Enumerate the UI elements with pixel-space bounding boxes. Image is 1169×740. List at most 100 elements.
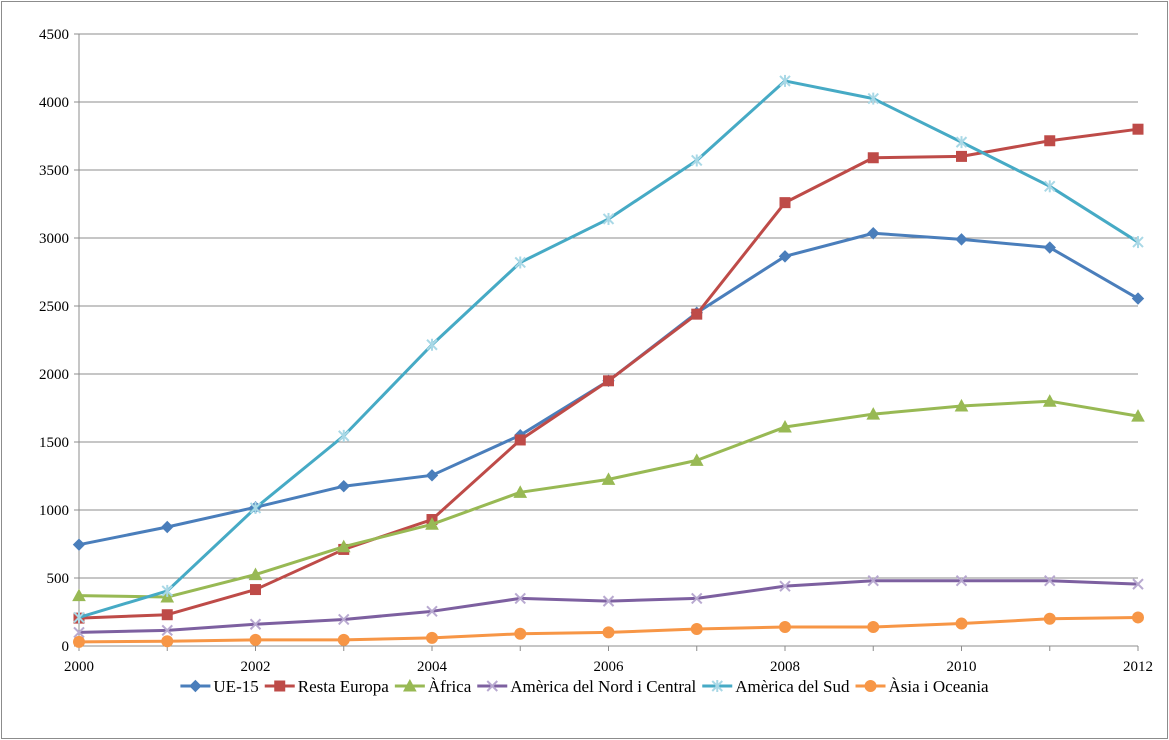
legend-marker [403,678,417,692]
y-tick-label: 0 [62,639,70,655]
data-point [1044,135,1056,147]
y-tick-label: 500 [47,571,70,587]
x-tick-label: 2000 [64,659,94,675]
data-point [601,472,616,485]
y-tick-label: 4500 [39,27,69,43]
series-line [78,399,1139,599]
legend-item: Àfrica [394,677,472,696]
data-point [425,517,439,530]
data-point [161,584,173,597]
legend-label: Resta Europa [298,677,390,696]
data-point [1131,292,1145,305]
legend-marker [864,680,877,692]
data-point [602,626,615,639]
series-0 [72,227,1145,551]
data-point [867,227,880,240]
y-tick-label: 4000 [39,95,69,111]
series-3 [73,575,1144,639]
series-line [78,79,1139,619]
data-point [778,250,792,263]
data-point [867,92,879,105]
x-tick-label: 2006 [594,659,625,675]
data-point [689,453,704,466]
data-point [779,74,791,87]
legend-item: Àsia i Oceania [855,677,990,696]
data-point [73,626,85,639]
data-point [426,338,438,351]
legend-marker [274,680,286,692]
data-point [426,605,438,618]
data-point [1044,575,1056,587]
data-point [249,633,262,646]
y-tick-label: 2000 [39,367,69,383]
data-point [955,136,968,149]
legend-item: Amèrica del Sud [702,677,850,696]
data-point [336,539,351,553]
data-point [956,150,967,162]
data-point [602,212,615,225]
legend-marker [189,679,202,693]
legend: UE-15 Resta Europa Àfrica Amèrica del Nord … [180,677,989,696]
legend-label: Amèrica del Nord i Central [510,677,696,696]
data-point [250,584,261,596]
legend-marker [486,680,498,692]
series-5 [73,611,1144,648]
data-point [161,520,174,534]
series-4 [73,74,1144,624]
data-point [955,233,968,246]
data-point [779,620,791,633]
data-point [690,623,703,635]
data-point [73,611,85,624]
data-point [866,407,881,420]
data-point [1132,236,1144,249]
data-point [161,635,174,648]
data-point [1044,180,1056,193]
data-point [603,375,614,387]
y-tick-label: 1500 [39,435,69,451]
y-tick-label: 1000 [39,503,69,519]
data-point [426,631,438,644]
data-point [955,617,968,630]
y-tick-labels: 0 500 1000 1500 2000 2500 3000 3500 4000 4500 [39,27,69,655]
legend-marker [711,680,723,692]
data-point [249,618,262,630]
legend-label: UE-15 [213,677,258,696]
y-tick-label: 3000 [39,231,69,247]
legend-item: Resta Europa [264,677,390,696]
data-point [72,538,86,551]
data-point [602,595,615,607]
data-point [779,580,791,592]
data-point [338,613,350,626]
data-point [955,575,968,587]
data-point [514,592,526,605]
data-point [691,154,703,167]
x-tick-labels: 2000 2002 2004 2006 2008 2010 2012 [64,659,1153,675]
data-point [1043,612,1056,625]
data-point [514,627,527,640]
legend-label: Àsia i Oceania [889,677,990,696]
data-point [779,197,791,209]
data-point [513,485,528,498]
data-point [1132,611,1144,624]
data-point [1043,241,1056,254]
series-2 [72,394,1145,603]
x-tick-label: 2008 [770,659,800,675]
axes [74,33,1139,651]
data-point [72,588,86,602]
data-point [161,624,173,637]
data-point [691,592,703,605]
series-group [72,74,1145,648]
data-point [867,152,879,164]
data-point [514,434,526,446]
data-point [338,429,350,442]
x-tick-label: 2012 [1123,659,1153,675]
data-point [249,501,262,514]
legend-label: Àfrica [428,677,472,696]
data-point [1042,394,1057,407]
data-point [73,635,85,648]
data-point [248,567,263,581]
data-point [514,256,526,269]
legend-label: Amèrica del Sud [735,677,850,696]
